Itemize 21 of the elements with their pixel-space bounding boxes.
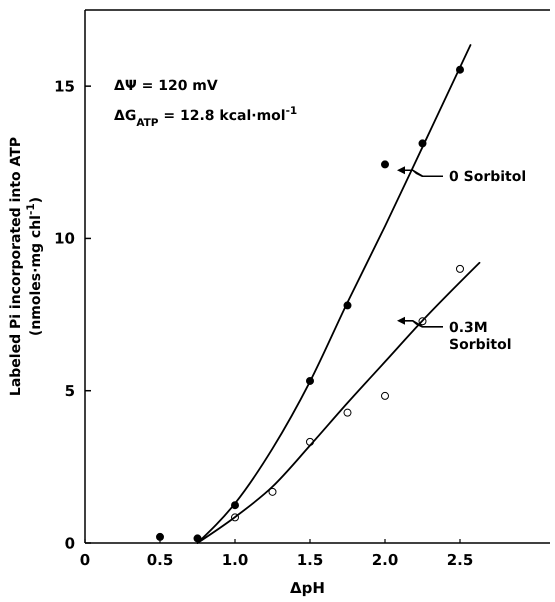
x-tick-label: 0: [80, 551, 90, 569]
y-tick-label: 5: [64, 382, 75, 400]
point: [156, 532, 164, 541]
legend-label: 0.3M Sorbitol: [449, 320, 512, 353]
legend-label: 0 Sorbitol: [449, 169, 526, 186]
annotation: ΔG$_{ATP}$ = 12.8 kcal·mol$^{-1}$: [114, 105, 298, 129]
x-tick-label: 1.0: [222, 551, 248, 569]
x-tick-label: 2.5: [446, 551, 474, 569]
x-tick-label: 0.5: [146, 551, 174, 569]
x-tick-label: 2.0: [372, 551, 398, 569]
point: [381, 392, 389, 400]
y-tick-label: 0: [64, 534, 75, 552]
x-tick-label: 1.5: [296, 551, 324, 569]
point: [381, 160, 389, 168]
y-tick-label: 10: [54, 230, 75, 248]
point: [268, 488, 276, 496]
point: [344, 408, 352, 417]
y-tick-label: 15: [54, 77, 75, 96]
annotation: ΔΨ = 120 mV: [114, 78, 218, 94]
x-axis-title: ΔpH: [290, 579, 325, 597]
point: [456, 264, 464, 273]
